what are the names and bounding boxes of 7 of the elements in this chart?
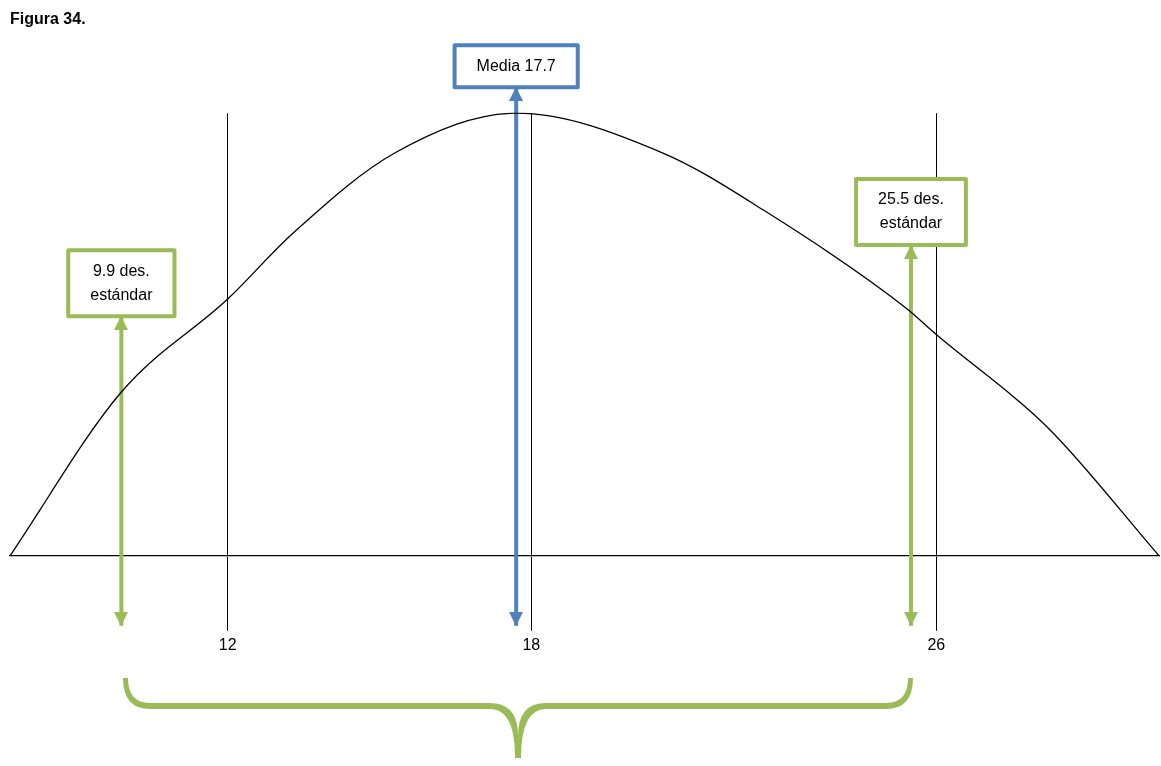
ref-line-label: 25.5 des. estándar	[878, 190, 944, 232]
x-tick-label: 18	[522, 635, 541, 653]
x-tick-label: 12	[218, 635, 237, 653]
x-tick-label: 26	[927, 635, 946, 653]
chart-title: Figura 34.	[10, 10, 86, 28]
ref-line-label: 9.9 des. estándar	[90, 261, 154, 303]
ref-line-label: Media 17.7	[476, 56, 556, 74]
